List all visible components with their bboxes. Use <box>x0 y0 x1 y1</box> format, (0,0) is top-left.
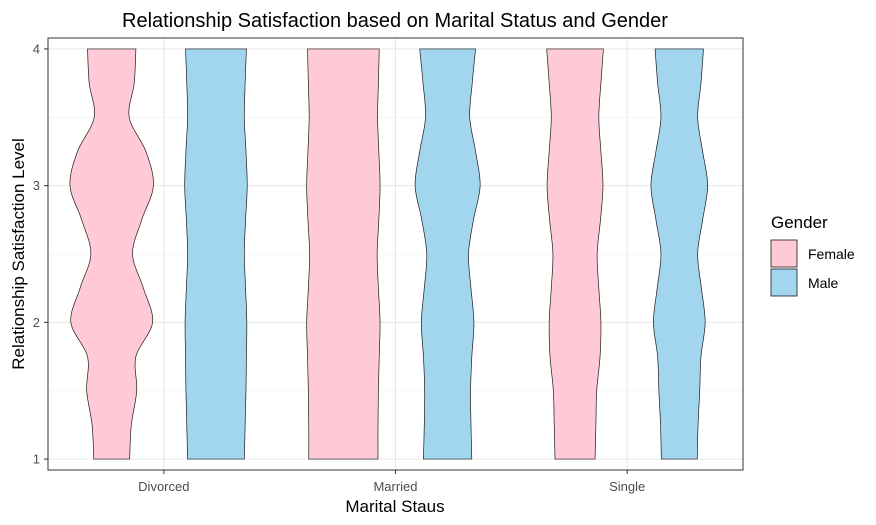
legend-label-male: Male <box>808 275 839 291</box>
y-tick-label: 2 <box>33 315 40 330</box>
y-tick-label: 4 <box>33 41 40 56</box>
violin-male-divorced <box>184 48 248 460</box>
violin-female-divorced <box>69 48 154 460</box>
violin-female-married <box>306 48 381 460</box>
x-tick-label: Single <box>609 479 645 494</box>
legend-key-female <box>770 239 798 268</box>
x-tick-label: Married <box>373 479 417 494</box>
violin-male-married <box>414 48 481 460</box>
x-tick-label: Divorced <box>138 479 189 494</box>
violin-male-single <box>650 48 709 460</box>
chart-title: Relationship Satisfaction based on Marit… <box>122 10 668 32</box>
legend-label-female: Female <box>808 246 855 262</box>
legend-items: Female Male <box>770 239 855 297</box>
legend: Gender Female Male <box>770 213 855 297</box>
y-axis-title: Relationship Satisfaction Level <box>9 138 28 370</box>
y-tick-label: 1 <box>33 452 40 467</box>
violin-female-single <box>546 48 604 460</box>
plot-area: 1 2 3 4 Divorced Married Single <box>33 37 744 494</box>
x-axis-title: Marital Staus <box>345 497 444 516</box>
legend-title: Gender <box>771 213 828 232</box>
y-tick-label: 3 <box>33 178 40 193</box>
legend-key-male <box>770 268 798 297</box>
